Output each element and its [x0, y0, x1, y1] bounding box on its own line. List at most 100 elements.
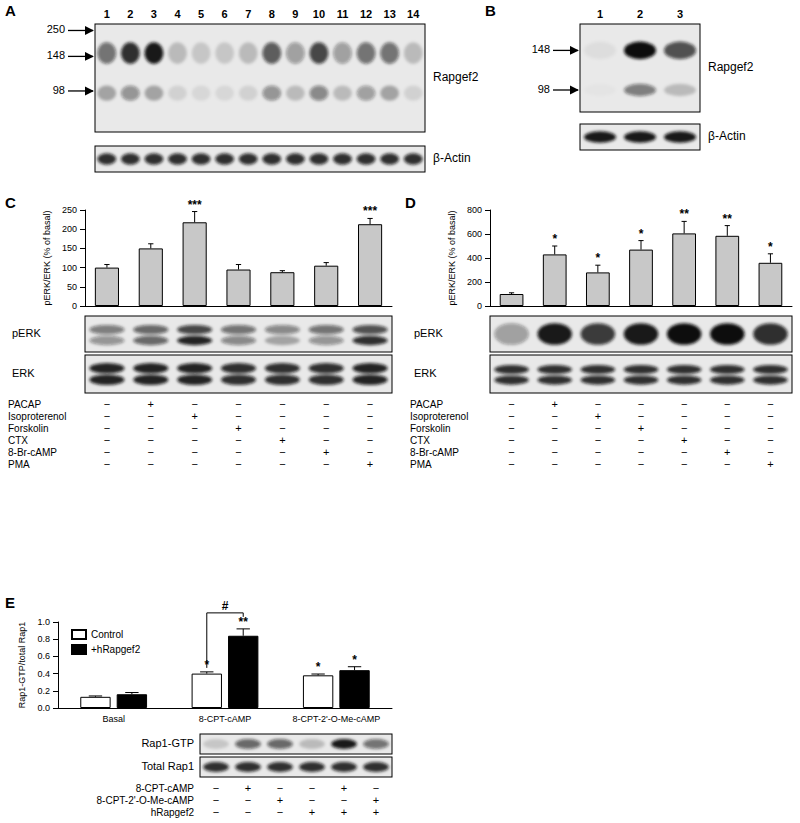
- svg-text:−: −: [595, 434, 601, 446]
- svg-text:−: −: [595, 398, 601, 410]
- svg-text:−: −: [681, 458, 687, 470]
- svg-text:−: −: [638, 434, 644, 446]
- svg-text:Forskolin: Forskolin: [8, 423, 49, 434]
- svg-text:−: −: [235, 398, 241, 410]
- svg-text:200: 200: [62, 224, 77, 234]
- svg-text:−: −: [367, 446, 373, 458]
- svg-text:2: 2: [127, 8, 133, 20]
- svg-text:pERK: pERK: [12, 327, 41, 339]
- svg-text:+: +: [191, 410, 197, 422]
- svg-text:Control: Control: [91, 629, 123, 640]
- svg-text:−: −: [551, 446, 557, 458]
- svg-text:148: 148: [532, 43, 550, 55]
- svg-text:**: **: [679, 207, 689, 221]
- svg-text:14: 14: [407, 8, 420, 20]
- svg-text:+: +: [235, 422, 241, 434]
- svg-text:800: 800: [467, 205, 482, 215]
- svg-text:7: 7: [245, 8, 251, 20]
- svg-text:−: −: [245, 806, 251, 818]
- svg-text:−: −: [213, 806, 219, 818]
- svg-text:−: −: [767, 398, 773, 410]
- svg-text:Basal: Basal: [102, 714, 125, 724]
- svg-text:−: −: [191, 434, 197, 446]
- svg-text:−: −: [638, 458, 644, 470]
- svg-text:4: 4: [174, 8, 181, 20]
- svg-text:−: −: [724, 458, 730, 470]
- svg-text:−: −: [148, 446, 154, 458]
- svg-text:Rap1-GTP/total Rap1: Rap1-GTP/total Rap1: [17, 622, 27, 709]
- svg-text:−: −: [235, 434, 241, 446]
- svg-text:8-CPT-cAMP: 8-CPT-cAMP: [199, 714, 252, 724]
- svg-text:−: −: [595, 458, 601, 470]
- svg-text:11: 11: [337, 8, 349, 20]
- svg-text:250: 250: [62, 205, 77, 215]
- svg-text:−: −: [309, 782, 315, 794]
- svg-text:**: **: [239, 615, 249, 629]
- svg-text:−: −: [373, 782, 379, 794]
- svg-text:3: 3: [677, 8, 683, 20]
- svg-text:+: +: [373, 794, 379, 806]
- svg-text:1: 1: [104, 8, 110, 20]
- svg-text:*: *: [639, 227, 644, 241]
- svg-text:−: −: [508, 422, 514, 434]
- svg-text:8-CPT-2'-O-Me-cAMP: 8-CPT-2'-O-Me-cAMP: [97, 795, 195, 806]
- svg-text:0: 0: [72, 301, 77, 311]
- svg-text:0: 0: [477, 301, 482, 311]
- svg-text:***: ***: [363, 204, 377, 218]
- svg-text:−: −: [767, 410, 773, 422]
- svg-text:−: −: [235, 446, 241, 458]
- svg-text:−: −: [681, 398, 687, 410]
- svg-text:−: −: [681, 446, 687, 458]
- svg-text:+: +: [595, 410, 601, 422]
- svg-text:+: +: [767, 458, 773, 470]
- svg-text:+: +: [309, 806, 315, 818]
- svg-text:0.0: 0.0: [37, 703, 50, 713]
- svg-text:+: +: [373, 806, 379, 818]
- svg-text:−: −: [724, 434, 730, 446]
- svg-text:hRapgef2: hRapgef2: [151, 807, 195, 818]
- svg-text:−: −: [104, 446, 110, 458]
- svg-text:+: +: [279, 434, 285, 446]
- svg-text:0.8: 0.8: [37, 634, 50, 644]
- svg-text:0.6: 0.6: [37, 651, 50, 661]
- svg-text:pERK/ERK (% of basal): pERK/ERK (% of basal): [447, 210, 457, 305]
- svg-text:−: −: [279, 410, 285, 422]
- svg-text:Isoproterenol: Isoproterenol: [8, 411, 66, 422]
- svg-text:200: 200: [467, 277, 482, 287]
- svg-text:Rap1-GTP: Rap1-GTP: [141, 737, 194, 749]
- svg-text:+: +: [323, 446, 329, 458]
- svg-text:−: −: [508, 458, 514, 470]
- svg-text:−: −: [367, 410, 373, 422]
- svg-text:*: *: [768, 240, 773, 254]
- svg-text:*: *: [596, 251, 601, 265]
- svg-text:100: 100: [62, 263, 77, 273]
- svg-text:−: −: [551, 410, 557, 422]
- svg-text:β-Actin: β-Actin: [708, 129, 746, 143]
- svg-text:−: −: [279, 458, 285, 470]
- svg-text:1.0: 1.0: [37, 617, 50, 627]
- svg-text:−: −: [323, 398, 329, 410]
- svg-text:0.2: 0.2: [37, 686, 50, 696]
- svg-text:−: −: [245, 794, 251, 806]
- svg-text:+: +: [148, 398, 154, 410]
- svg-text:−: −: [724, 398, 730, 410]
- svg-text:−: −: [235, 410, 241, 422]
- svg-text:8-Br-cAMP: 8-Br-cAMP: [8, 447, 57, 458]
- svg-text:+hRapgef2: +hRapgef2: [91, 644, 141, 655]
- svg-text:2: 2: [637, 8, 643, 20]
- svg-text:A: A: [5, 2, 16, 19]
- svg-text:ERK: ERK: [12, 367, 35, 379]
- svg-text:−: −: [148, 410, 154, 422]
- svg-text:−: −: [148, 422, 154, 434]
- svg-text:PMA: PMA: [410, 459, 432, 470]
- svg-text:12: 12: [360, 8, 372, 20]
- svg-text:−: −: [148, 458, 154, 470]
- svg-text:3: 3: [151, 8, 157, 20]
- svg-text:*: *: [316, 660, 321, 674]
- svg-text:8-CPT-2'-O-Me-cAMP: 8-CPT-2'-O-Me-cAMP: [292, 714, 380, 724]
- svg-text:+: +: [341, 782, 347, 794]
- svg-text:−: −: [724, 410, 730, 422]
- svg-text:0.4: 0.4: [37, 669, 50, 679]
- svg-text:8: 8: [269, 8, 275, 20]
- svg-text:5: 5: [198, 8, 204, 20]
